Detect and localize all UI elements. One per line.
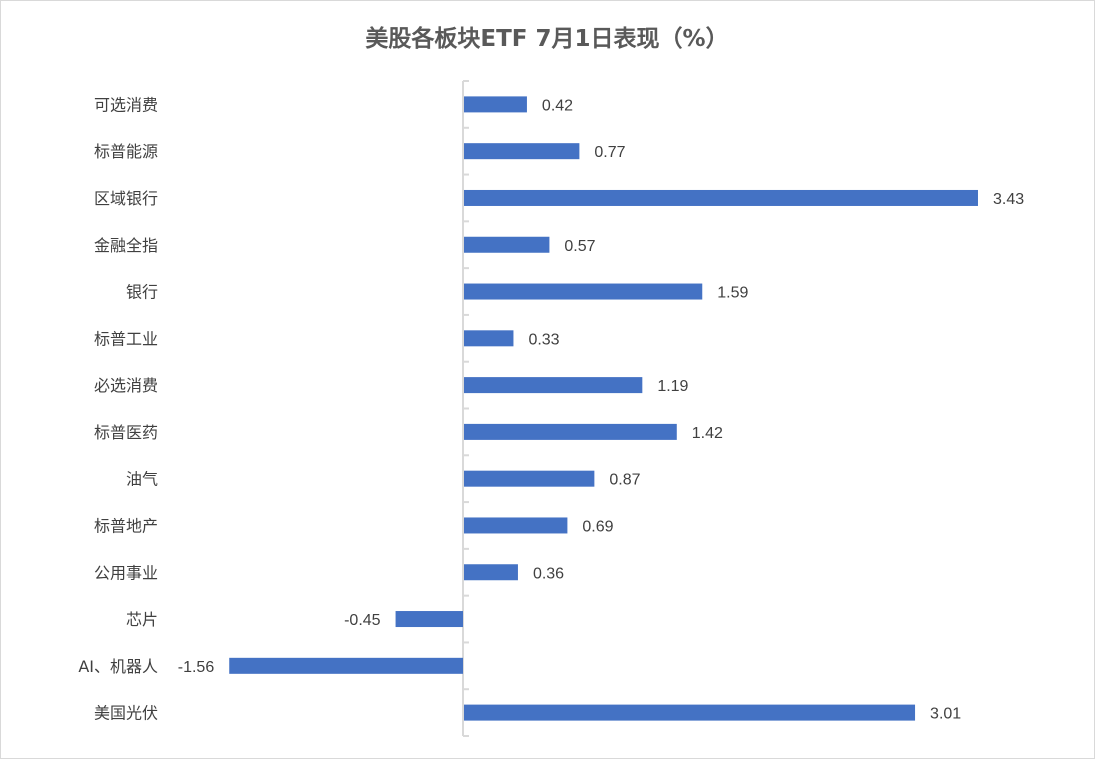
data-label: 0.57 xyxy=(564,238,595,255)
category-label: 芯片 xyxy=(126,610,158,629)
data-label: 1.59 xyxy=(717,285,748,302)
bar-11 xyxy=(395,611,463,628)
category-label: AI、机器人 xyxy=(78,657,158,676)
data-label: 0.42 xyxy=(542,97,573,114)
bar-5 xyxy=(464,330,514,347)
category-label: 标普工业 xyxy=(94,329,158,348)
bar-10 xyxy=(464,564,518,581)
data-label: 1.42 xyxy=(692,425,723,442)
category-label: 可选消费 xyxy=(94,95,158,114)
data-label: -1.56 xyxy=(178,659,215,676)
bar-6 xyxy=(464,377,643,394)
data-label: 0.77 xyxy=(594,144,625,161)
category-label: 公用事业 xyxy=(94,563,158,582)
bar-9 xyxy=(464,517,568,534)
bar-13 xyxy=(464,704,916,721)
data-label: -0.45 xyxy=(344,612,381,629)
bar-8 xyxy=(464,470,595,487)
bar-2 xyxy=(464,189,978,206)
data-label: 3.01 xyxy=(930,706,961,723)
data-label: 0.36 xyxy=(533,565,564,582)
category-label: 区域银行 xyxy=(94,189,158,208)
data-label: 0.33 xyxy=(528,331,559,348)
bar-12 xyxy=(229,657,463,674)
category-label: 标普医药 xyxy=(94,423,158,442)
category-label: 金融全指 xyxy=(94,236,158,255)
chart-title: 美股各板块ETF 7月1日表现（%） xyxy=(365,25,728,52)
category-label: 油气 xyxy=(126,470,158,489)
data-label: 1.19 xyxy=(657,378,688,395)
category-label: 标普地产 xyxy=(94,516,158,535)
bar-4 xyxy=(464,283,703,300)
data-label: 3.43 xyxy=(993,191,1024,208)
bar-3 xyxy=(464,236,550,253)
category-label: 必选消费 xyxy=(94,376,158,395)
data-label: 0.69 xyxy=(582,518,613,535)
category-label: 美国光伏 xyxy=(94,704,158,723)
data-label: 0.87 xyxy=(609,472,640,489)
bar-1 xyxy=(464,143,580,160)
bar-7 xyxy=(464,423,677,440)
category-label: 银行 xyxy=(126,283,158,302)
category-label: 标普能源 xyxy=(94,142,158,161)
bar-0 xyxy=(464,96,527,113)
